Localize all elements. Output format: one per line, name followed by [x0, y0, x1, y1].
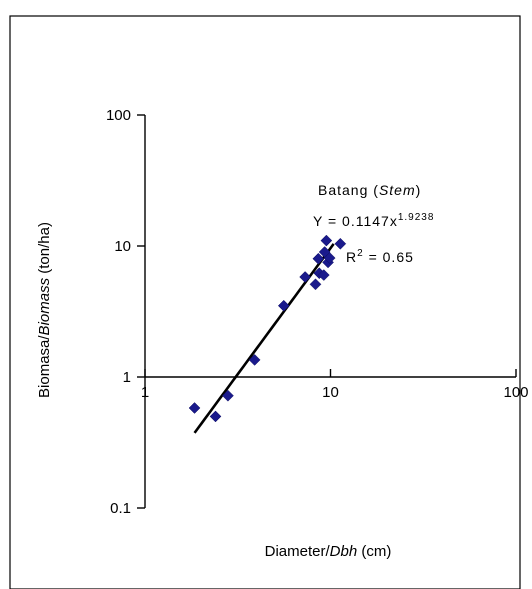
x-axis-title-unit: (cm)	[357, 543, 391, 560]
r2-base: R	[346, 249, 357, 265]
r2-superscript: 2	[357, 248, 364, 259]
data-point	[188, 402, 201, 414]
x-axis-title: Diameter/Dbh (cm)	[265, 543, 392, 560]
data-point	[248, 354, 261, 366]
x-axis-title-italic: Dbh	[330, 543, 358, 560]
y-axis-title-plain: Biomasa/	[36, 335, 53, 398]
y-axis-title-unit: (ton/ha)	[36, 222, 53, 278]
x-tick-label: 1	[141, 384, 149, 401]
y-tick-labels: 0.1 1 10 100	[106, 107, 131, 517]
series-annotation-italic: Stem	[379, 182, 416, 198]
data-point	[334, 237, 347, 250]
data-point	[312, 252, 325, 265]
data-points	[188, 234, 347, 423]
data-point	[209, 410, 222, 423]
equation-base: Y = 0.1147x	[313, 213, 398, 229]
chart-frame	[9, 15, 521, 589]
series-annotation: Batang (Stem)	[318, 182, 421, 198]
series-annotation-close: )	[416, 182, 422, 198]
data-point	[299, 271, 311, 283]
r2-annotation: R2 = 0.65	[346, 248, 414, 265]
y-tick-label: 1	[123, 369, 131, 386]
trendline-group	[193, 243, 335, 434]
data-point	[309, 278, 322, 291]
y-tick-label: 10	[114, 238, 131, 255]
y-axis-title-italic: Biomass	[36, 277, 53, 335]
y-tick-label: 100	[106, 107, 131, 124]
series-annotation-plain: Batang (	[318, 182, 379, 198]
data-point	[317, 269, 330, 281]
data-point	[277, 299, 290, 312]
data-point	[320, 234, 333, 247]
x-tick-label: 100	[503, 384, 528, 401]
equation-exponent: 1.9238	[398, 212, 435, 223]
y-axis-title: Biomasa/Biomass (ton/ha)	[36, 222, 53, 398]
r2-value: = 0.65	[364, 249, 414, 265]
data-point	[318, 246, 331, 258]
data-point	[222, 389, 234, 402]
y-tick-label: 0.1	[110, 500, 131, 517]
x-tick-labels: 1 10 100	[141, 384, 529, 401]
x-axis-title-plain: Diameter/	[265, 543, 331, 560]
axes	[137, 114, 517, 509]
x-tick-label: 10	[322, 384, 339, 401]
trendline	[193, 243, 335, 434]
equation-annotation: Y = 0.1147x1.9238	[313, 212, 434, 229]
